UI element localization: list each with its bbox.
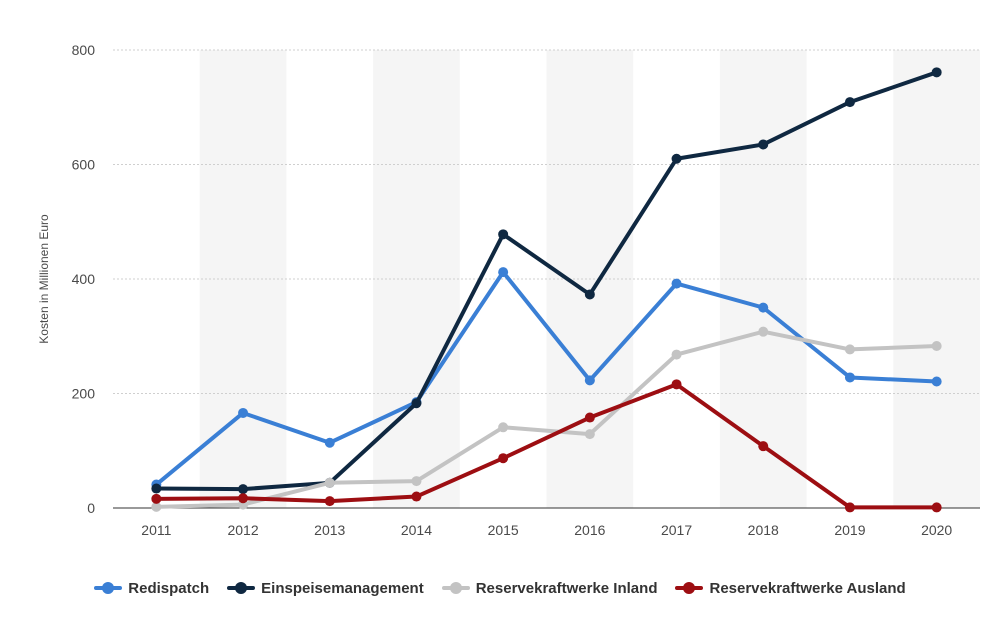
data-point[interactable] <box>758 326 769 337</box>
data-point[interactable] <box>758 302 769 313</box>
legend-item[interactable]: Reservekraftwerke Ausland <box>675 579 906 597</box>
data-point[interactable] <box>844 344 855 355</box>
x-tick-label: 2016 <box>574 522 605 538</box>
data-point[interactable] <box>498 229 509 240</box>
x-tick-label: 2011 <box>141 522 171 538</box>
x-tick-label: 2018 <box>748 522 779 538</box>
legend-item[interactable]: Reservekraftwerke Inland <box>441 579 658 597</box>
x-tick-label: 2012 <box>227 522 258 538</box>
legend-swatch-icon <box>675 581 704 595</box>
data-point[interactable] <box>584 412 595 423</box>
y-tick-label: 400 <box>72 271 96 287</box>
x-tick-label: 2013 <box>314 522 345 538</box>
data-point[interactable] <box>411 476 422 487</box>
data-point[interactable] <box>931 340 942 351</box>
data-point[interactable] <box>758 139 769 150</box>
data-point[interactable] <box>498 267 509 278</box>
y-tick-label: 800 <box>72 42 96 58</box>
legend-label: Reservekraftwerke Ausland <box>709 579 906 597</box>
data-point[interactable] <box>238 407 249 418</box>
data-point[interactable] <box>584 429 595 440</box>
data-point[interactable] <box>151 501 162 512</box>
x-tick-label: 2020 <box>921 522 952 538</box>
data-point[interactable] <box>498 422 509 433</box>
data-point[interactable] <box>498 453 509 464</box>
data-point[interactable] <box>671 153 682 164</box>
data-point[interactable] <box>671 349 682 360</box>
data-point[interactable] <box>671 379 682 390</box>
series-line-4[interactable] <box>154 382 939 510</box>
x-tick-label: 2015 <box>488 522 519 538</box>
data-point[interactable] <box>844 97 855 108</box>
data-point[interactable] <box>844 502 855 513</box>
data-point[interactable] <box>324 477 335 488</box>
data-point[interactable] <box>411 491 422 502</box>
data-point[interactable] <box>931 502 942 513</box>
data-point[interactable] <box>238 493 249 504</box>
data-point[interactable] <box>584 289 595 300</box>
series-line-2[interactable] <box>154 70 939 492</box>
data-point[interactable] <box>931 67 942 78</box>
data-point[interactable] <box>324 496 335 507</box>
data-point[interactable] <box>411 398 422 409</box>
data-point[interactable] <box>671 278 682 289</box>
data-point[interactable] <box>151 483 162 494</box>
legend-item[interactable]: Redispatch <box>94 580 209 597</box>
data-point[interactable] <box>324 437 335 448</box>
legend-item[interactable]: Einspeisemanagement <box>227 580 424 597</box>
legend-swatch-icon <box>227 581 256 595</box>
x-tick-label: 2019 <box>834 522 865 538</box>
y-tick-label: 200 <box>72 386 96 402</box>
y-axis-title: Kosten in Millionen Euro <box>37 214 51 344</box>
data-point[interactable] <box>844 372 855 383</box>
data-point[interactable] <box>758 441 769 452</box>
x-tick-label: 2017 <box>661 522 692 538</box>
x-tick-label: 2014 <box>401 522 432 538</box>
line-chart: 0 200 400 600 800 2011 2012 2013 2014 2015 2016 201… <box>37 42 980 538</box>
series-line-3[interactable] <box>154 329 939 509</box>
legend-swatch-icon <box>94 581 123 595</box>
y-tick-label: 0 <box>87 500 95 516</box>
data-point[interactable] <box>584 375 595 386</box>
legend: Redispatch Einspeisemanagement Reservekraf… <box>0 575 1000 601</box>
data-point[interactable] <box>238 484 249 495</box>
y-tick-label: 600 <box>72 157 96 173</box>
legend-label: Reservekraftwerke Inland <box>475 579 658 597</box>
data-point[interactable] <box>151 493 162 504</box>
legend-label: Redispatch <box>128 579 210 597</box>
data-point[interactable] <box>931 376 942 387</box>
legend-swatch-icon <box>441 581 470 595</box>
legend-label: Einspeisemanagement <box>261 579 424 597</box>
